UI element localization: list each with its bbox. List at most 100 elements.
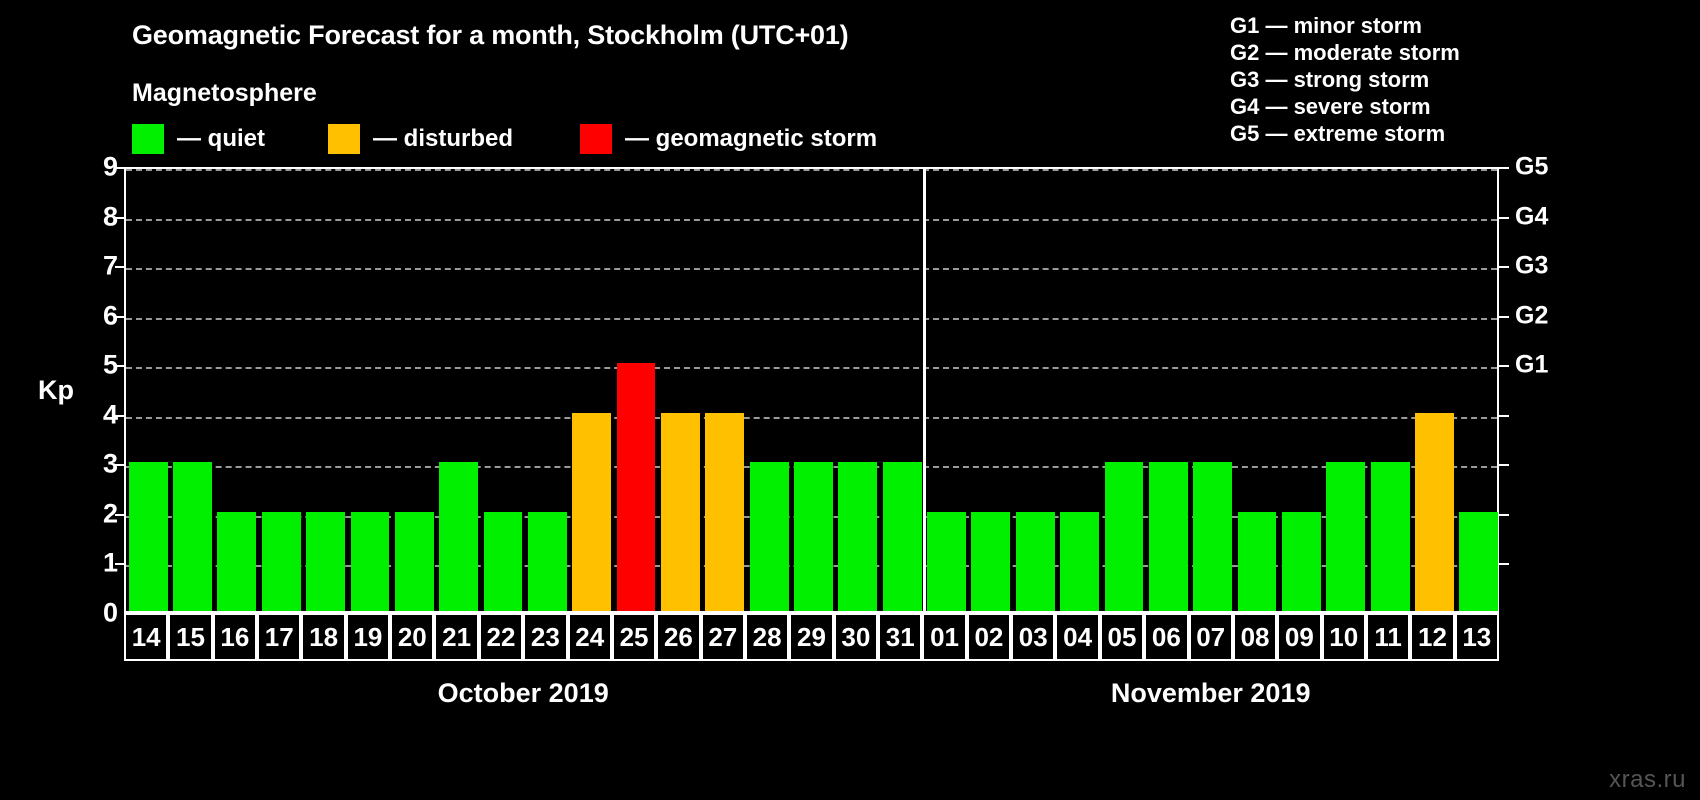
- y-tick-7: 7: [102, 250, 118, 281]
- gridline-kp-7: [126, 268, 1497, 271]
- bar-day-29[interactable]: [794, 462, 833, 611]
- day-label-07[interactable]: 07: [1188, 613, 1233, 661]
- y-tick-4: 4: [102, 399, 118, 430]
- bar-day-01[interactable]: [927, 511, 966, 611]
- day-label-08[interactable]: 08: [1232, 613, 1278, 661]
- y-tick-1: 1: [102, 547, 118, 578]
- bar-day-26[interactable]: [661, 412, 700, 611]
- day-label-23[interactable]: 23: [523, 613, 568, 661]
- day-label-03[interactable]: 03: [1011, 613, 1056, 661]
- day-label-20[interactable]: 20: [390, 613, 435, 661]
- day-label-29[interactable]: 29: [789, 613, 834, 661]
- legend-item-geomagneticstorm: — geomagnetic storm: [580, 123, 877, 155]
- bar-day-15[interactable]: [173, 462, 212, 611]
- bar-day-06[interactable]: [1148, 462, 1188, 611]
- bar-day-02[interactable]: [971, 511, 1011, 611]
- plot-area: [124, 167, 1499, 613]
- bar-day-08[interactable]: [1237, 511, 1277, 611]
- bar-day-10[interactable]: [1326, 462, 1366, 611]
- day-label-16[interactable]: 16: [212, 613, 258, 661]
- day-label-30[interactable]: 30: [833, 613, 879, 661]
- g-tickmark-minor-3: [1499, 464, 1509, 467]
- bar-day-14[interactable]: [128, 462, 168, 611]
- bar-day-17[interactable]: [261, 511, 301, 611]
- bar-day-22[interactable]: [483, 511, 523, 611]
- day-label-05[interactable]: 05: [1099, 613, 1145, 661]
- legend-label: — quiet: [177, 125, 265, 152]
- g-tickmark-G3: [1499, 266, 1509, 269]
- bar-day-11[interactable]: [1370, 462, 1410, 611]
- bar-day-27[interactable]: [705, 412, 745, 611]
- y-tickmark-7: [115, 266, 124, 269]
- y-axis-title: Kp: [38, 375, 74, 405]
- page-title: Geomagnetic Forecast for a month, Stockh…: [132, 20, 849, 50]
- bar-day-23[interactable]: [527, 511, 567, 611]
- day-label-17[interactable]: 17: [257, 613, 302, 661]
- y-tickmark-4: [115, 414, 124, 417]
- day-label-19[interactable]: 19: [345, 613, 391, 661]
- bar-day-20[interactable]: [394, 511, 434, 611]
- magnetosphere-label: Magnetosphere: [132, 79, 317, 107]
- day-label-02[interactable]: 02: [966, 613, 1012, 661]
- bar-day-07[interactable]: [1193, 462, 1233, 611]
- bar-day-18[interactable]: [306, 511, 345, 611]
- day-label-21[interactable]: 21: [434, 613, 479, 661]
- day-label-22[interactable]: 22: [478, 613, 524, 661]
- day-label-06[interactable]: 06: [1144, 613, 1189, 661]
- y-axis-tick-marks: [115, 167, 127, 613]
- bar-day-09[interactable]: [1281, 511, 1321, 611]
- g-legend-line-5: G5 — extreme storm: [1230, 121, 1446, 146]
- day-label-31[interactable]: 31: [878, 613, 923, 661]
- day-label-row: 14 15 16 17 18 19 20 21 22 23 24 25 26 27 28 29 30 31 01 02…: [124, 613, 1499, 661]
- month-label-october: October 2019: [437, 678, 609, 708]
- bar-day-25[interactable]: [616, 363, 656, 611]
- bar-day-03[interactable]: [1015, 511, 1055, 611]
- day-label-13[interactable]: 13: [1454, 613, 1499, 661]
- bar-day-30[interactable]: [838, 462, 878, 611]
- gridline-kp-9: [126, 169, 1497, 171]
- y-tickmark-6: [115, 315, 124, 318]
- storm-swatch: [580, 124, 612, 154]
- day-label-18[interactable]: 18: [301, 613, 346, 661]
- bar-day-13[interactable]: [1459, 511, 1499, 611]
- day-label-28[interactable]: 28: [744, 613, 790, 661]
- bar-day-31[interactable]: [882, 462, 922, 611]
- month-label-november: November 2019: [1110, 678, 1311, 708]
- bar-day-21[interactable]: [439, 462, 479, 611]
- gridline-kp-4: [126, 416, 1497, 419]
- gridline-kp-6: [126, 317, 1497, 320]
- g-tick-label-G3: G3: [1515, 251, 1549, 280]
- bar-day-28[interactable]: [749, 462, 789, 611]
- bar-day-12[interactable]: [1415, 412, 1454, 611]
- bar-day-04[interactable]: [1060, 511, 1100, 611]
- bar-day-16[interactable]: [217, 511, 257, 611]
- y-tick-3: 3: [102, 448, 118, 479]
- day-label-26[interactable]: 26: [656, 613, 701, 661]
- day-label-25[interactable]: 25: [611, 613, 657, 661]
- bar-day-19[interactable]: [350, 511, 390, 611]
- day-label-01[interactable]: 01: [922, 613, 967, 661]
- day-label-15[interactable]: 15: [168, 613, 213, 661]
- day-label-12[interactable]: 12: [1410, 613, 1455, 661]
- legend-item-disturbed: — disturbed: [328, 123, 513, 155]
- y-tick-6: 6: [102, 300, 118, 331]
- day-label-24[interactable]: 24: [567, 613, 612, 661]
- g-tick-label-G5: G5: [1515, 152, 1549, 181]
- g-tickmark-G4: [1499, 216, 1509, 219]
- g-legend-line-4: G4 — severe storm: [1230, 94, 1431, 119]
- y-tick-2: 2: [102, 498, 118, 529]
- y-tickmark-8: [115, 216, 124, 219]
- bar-day-24[interactable]: [572, 412, 612, 611]
- g-tickmark-minor-4: [1499, 414, 1509, 417]
- day-label-10[interactable]: 10: [1321, 613, 1366, 661]
- g-tickmark-G5: [1499, 167, 1509, 169]
- day-label-04[interactable]: 04: [1055, 613, 1100, 661]
- g-axis-tick-marks: [1499, 167, 1511, 613]
- day-label-27[interactable]: 27: [700, 613, 745, 661]
- y-tick-9: 9: [102, 151, 118, 182]
- day-label-14[interactable]: 14: [124, 613, 169, 661]
- day-label-09[interactable]: 09: [1277, 613, 1322, 661]
- watermark: xras.ru: [1609, 766, 1686, 793]
- bar-day-05[interactable]: [1104, 462, 1144, 611]
- day-label-11[interactable]: 11: [1365, 613, 1411, 661]
